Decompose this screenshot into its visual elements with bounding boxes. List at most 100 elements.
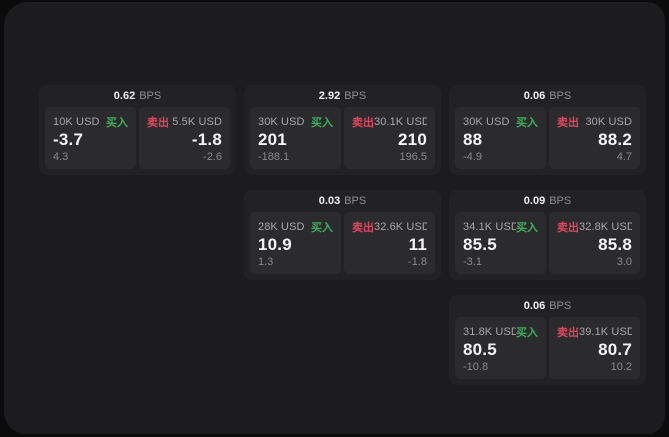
buy-side-label: 买入	[311, 117, 333, 129]
buy-panel-top: 30K USD 买入	[463, 114, 538, 130]
sell-panel[interactable]: 卖出 32.8K USD 85.8 3.0	[549, 212, 640, 274]
sell-side-label: 卖出	[557, 327, 579, 339]
card-header: 2.92 BPS	[244, 85, 441, 107]
sell-side-label: 卖出	[352, 222, 374, 234]
buy-side-label: 买入	[106, 117, 128, 129]
bps-value: 0.03	[318, 194, 341, 207]
bps-unit-label: BPS	[139, 89, 162, 102]
buy-amount: 30K USD	[258, 116, 305, 128]
sell-side-label: 卖出	[557, 222, 579, 234]
sell-amount: 39.1K USD	[579, 326, 632, 338]
buy-panel[interactable]: 28K USD 买入 10.9 1.3	[250, 212, 341, 274]
quote-card: 0.62 BPS 10K USD 买入 -3.7 4.3 卖出 5.5K USD	[39, 85, 236, 175]
bps-value: 0.06	[523, 89, 546, 102]
buy-panel-top: 31.8K USD 买入	[463, 324, 538, 340]
buy-panel[interactable]: 31.8K USD 买入 80.5 -10.8	[455, 317, 546, 379]
card-body: 34.1K USD 买入 85.5 -3.1 卖出 32.8K USD 85.8…	[449, 212, 646, 280]
sell-amount: 30K USD	[585, 116, 632, 128]
buy-price: -3.7	[53, 130, 84, 150]
sell-sub-value: 4.7	[616, 151, 632, 163]
card-header: 0.06 BPS	[449, 85, 646, 107]
buy-panel-top: 10K USD 买入	[53, 114, 128, 130]
buy-side-label: 买入	[311, 222, 333, 234]
sell-price: -1.8	[191, 130, 222, 150]
buy-price: 80.5	[463, 340, 497, 360]
buy-price: 201	[258, 130, 287, 150]
buy-amount: 10K USD	[53, 116, 100, 128]
sell-panel[interactable]: 卖出 39.1K USD 80.7 10.2	[549, 317, 640, 379]
card-body: 28K USD 买入 10.9 1.3 卖出 32.6K USD 11 -1.8	[244, 212, 441, 280]
card-body: 31.8K USD 买入 80.5 -10.8 卖出 39.1K USD 80.…	[449, 317, 646, 385]
sell-panel-top: 卖出 32.6K USD	[352, 219, 427, 235]
sell-amount: 5.5K USD	[172, 116, 222, 128]
buy-panel-top: 34.1K USD 买入	[463, 219, 538, 235]
buy-amount: 30K USD	[463, 116, 510, 128]
bps-unit-label: BPS	[549, 299, 572, 312]
quote-card: 0.06 BPS 30K USD 买入 88 -4.9 卖出 30K USD	[449, 85, 646, 175]
sell-panel-top: 卖出 39.1K USD	[557, 324, 632, 340]
app-window: 0.62 BPS 10K USD 买入 -3.7 4.3 卖出 5.5K USD	[4, 2, 665, 434]
bps-value: 2.92	[318, 89, 341, 102]
bps-unit-label: BPS	[344, 194, 367, 207]
buy-sub-value: -4.9	[463, 151, 482, 163]
sell-panel[interactable]: 卖出 30K USD 88.2 4.7	[549, 107, 640, 169]
sell-price: 85.8	[598, 235, 632, 255]
buy-sub-value: -188.1	[258, 151, 290, 163]
quote-card: 0.03 BPS 28K USD 买入 10.9 1.3 卖出 32.6K US…	[244, 190, 441, 280]
buy-panel-top: 30K USD 买入	[258, 114, 333, 130]
quote-card: 0.06 BPS 31.8K USD 买入 80.5 -10.8 卖出 39.1…	[449, 295, 646, 385]
card-header: 0.62 BPS	[39, 85, 236, 107]
buy-sub-value: -10.8	[463, 361, 489, 373]
sell-amount: 32.8K USD	[579, 221, 632, 233]
buy-panel[interactable]: 30K USD 买入 201 -188.1	[250, 107, 341, 169]
sell-sub-value: 196.5	[399, 151, 427, 163]
bps-unit-label: BPS	[344, 89, 367, 102]
sell-sub-value: 10.2	[610, 361, 632, 373]
sell-panel-top: 卖出 30.1K USD	[352, 114, 427, 130]
sell-side-label: 卖出	[147, 117, 169, 129]
bps-value: 0.06	[523, 299, 546, 312]
bps-unit-label: BPS	[549, 194, 572, 207]
quote-card: 0.09 BPS 34.1K USD 买入 85.5 -3.1 卖出 32.8K…	[449, 190, 646, 280]
buy-side-label: 买入	[516, 117, 538, 129]
card-header: 0.09 BPS	[449, 190, 646, 212]
quote-board: 0.62 BPS 10K USD 买入 -3.7 4.3 卖出 5.5K USD	[39, 85, 646, 385]
buy-amount: 28K USD	[258, 221, 305, 233]
quote-card: 2.92 BPS 30K USD 买入 201 -188.1 卖出 30.1K …	[244, 85, 441, 175]
sell-price: 11	[408, 235, 427, 255]
buy-panel[interactable]: 10K USD 买入 -3.7 4.3	[45, 107, 136, 169]
buy-price: 10.9	[258, 235, 292, 255]
card-body: 30K USD 买入 88 -4.9 卖出 30K USD 88.2 4.7	[449, 107, 646, 175]
sell-panel[interactable]: 卖出 5.5K USD -1.8 -2.6	[139, 107, 230, 169]
buy-panel[interactable]: 30K USD 买入 88 -4.9	[455, 107, 546, 169]
sell-price: 88.2	[598, 130, 632, 150]
bps-value: 0.09	[523, 194, 546, 207]
buy-side-label: 买入	[516, 327, 538, 339]
sell-side-label: 卖出	[352, 117, 374, 129]
sell-panel[interactable]: 卖出 32.6K USD 11 -1.8	[344, 212, 435, 274]
buy-amount: 31.8K USD	[463, 326, 516, 338]
sell-price: 210	[398, 130, 427, 150]
sell-sub-value: -2.6	[203, 151, 222, 163]
sell-side-label: 卖出	[557, 117, 579, 129]
sell-sub-value: 3.0	[616, 256, 632, 268]
sell-panel-top: 卖出 5.5K USD	[147, 114, 222, 130]
card-body: 10K USD 买入 -3.7 4.3 卖出 5.5K USD -1.8 -2.…	[39, 107, 236, 175]
buy-panel-top: 28K USD 买入	[258, 219, 333, 235]
sell-panel[interactable]: 卖出 30.1K USD 210 196.5	[344, 107, 435, 169]
sell-panel-top: 卖出 30K USD	[557, 114, 632, 130]
card-header: 0.06 BPS	[449, 295, 646, 317]
buy-price: 88	[463, 130, 483, 150]
sell-amount: 32.6K USD	[374, 221, 427, 233]
buy-price: 85.5	[463, 235, 497, 255]
buy-panel[interactable]: 34.1K USD 买入 85.5 -3.1	[455, 212, 546, 274]
card-body: 30K USD 买入 201 -188.1 卖出 30.1K USD 210 1…	[244, 107, 441, 175]
buy-amount: 34.1K USD	[463, 221, 516, 233]
card-header: 0.03 BPS	[244, 190, 441, 212]
bps-value: 0.62	[113, 89, 136, 102]
sell-sub-value: -1.8	[408, 256, 427, 268]
sell-price: 80.7	[598, 340, 632, 360]
sell-amount: 30.1K USD	[374, 116, 427, 128]
buy-sub-value: 1.3	[258, 256, 274, 268]
sell-panel-top: 卖出 32.8K USD	[557, 219, 632, 235]
